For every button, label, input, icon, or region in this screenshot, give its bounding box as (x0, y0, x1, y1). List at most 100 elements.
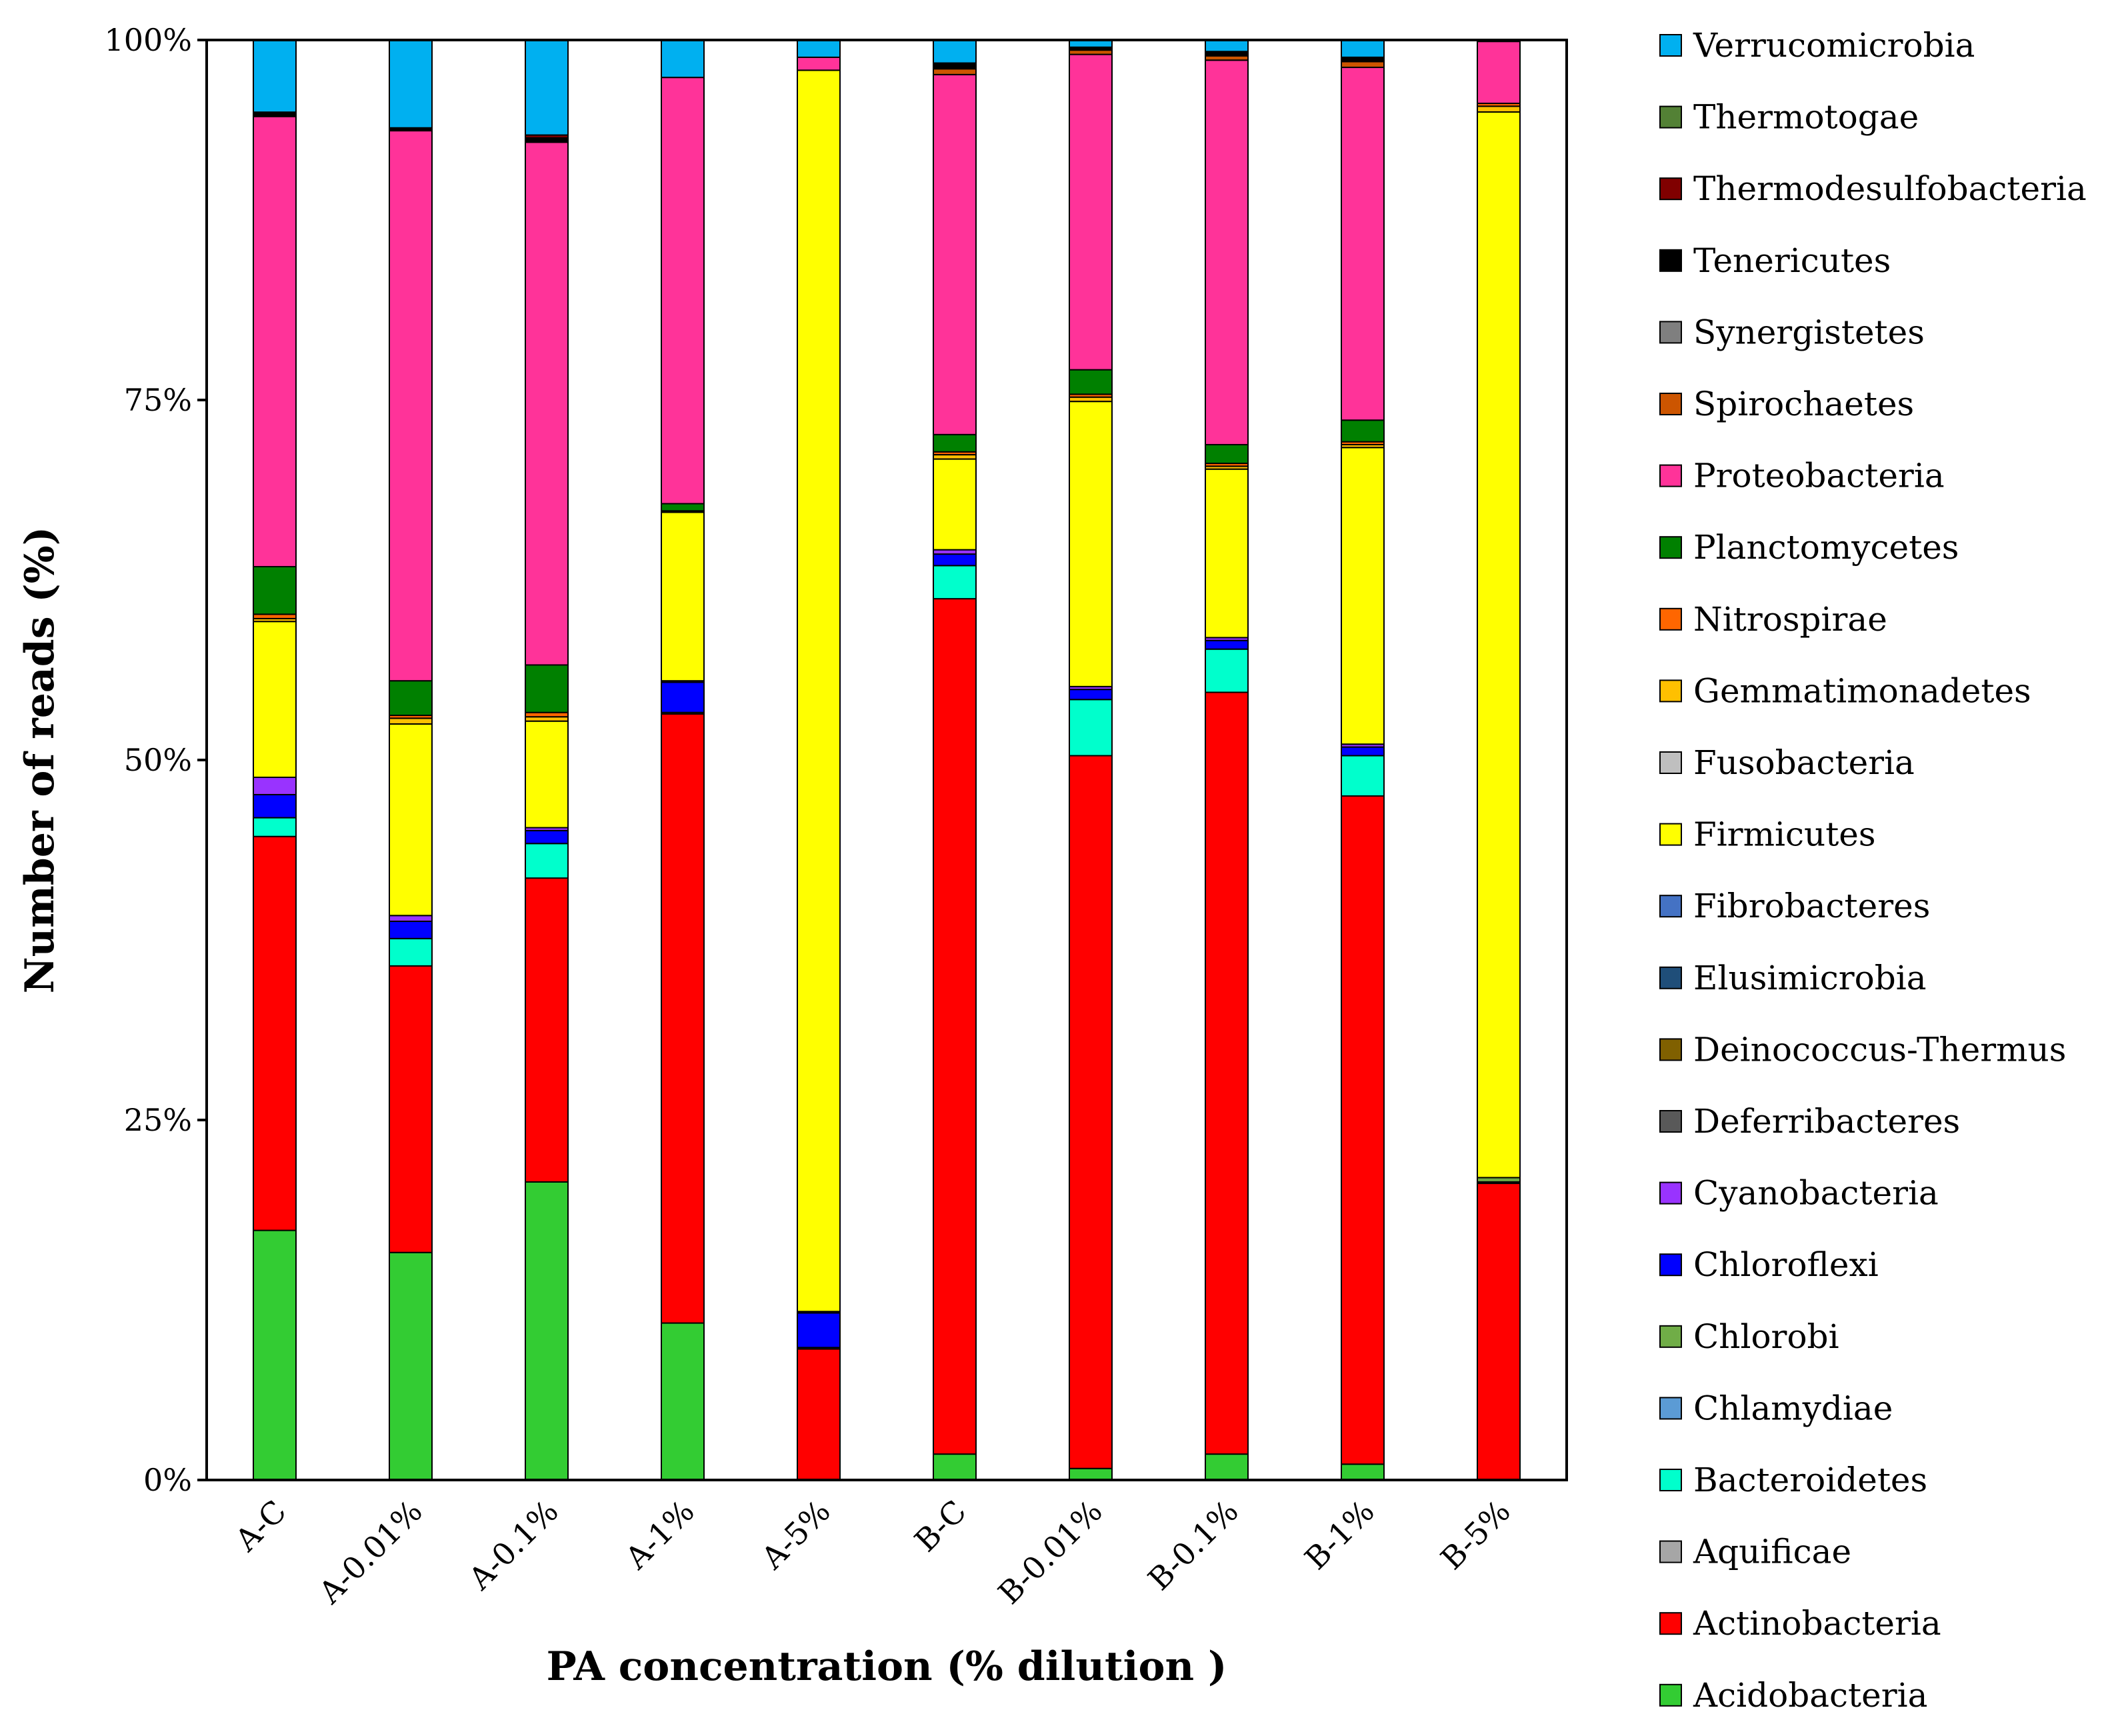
bar-segment-a-c-cyanobacteria (253, 776, 297, 795)
legend-swatch-gemmatimonadetes (1659, 679, 1682, 703)
bar-segment-a-5-firmicutes (797, 69, 841, 1313)
bar-segment-a-0-1-firmicutes (525, 720, 569, 829)
bar-segment-a-c-acidobacteria (253, 1229, 297, 1481)
bar-segment-a-c-planctomycetes (253, 565, 297, 615)
bar-segment-a-1-firmicutes (661, 511, 705, 682)
bar-segment-b-0-01-actinobacteria (1069, 755, 1113, 1469)
x-axis-ticks: A-C A-0.01% A-0.1% A-1% A-5% B-C B-0.01% B-0.1%… (228, 1493, 1517, 1611)
bar-segment-a-0-1-bacteroidetes (525, 843, 569, 879)
bar-segment-b-0-1-chloroflexi (1205, 639, 1249, 650)
x-tick-label: B-1% (1297, 1493, 1381, 1577)
bar-segment-a-5-verrucomicrobia (797, 39, 841, 58)
bar-segment-b-0-01-proteobacteria (1069, 53, 1113, 371)
legend-label: Tenericutes (1693, 241, 1891, 280)
legend-swatch-firmicutes (1659, 823, 1682, 846)
legend-swatch-aquificae (1659, 1540, 1682, 1563)
y-tick-label: 50% (124, 742, 192, 778)
bar-segment-b-1-firmicutes (1341, 447, 1385, 745)
bar-segment-b-5-proteobacteria (1477, 41, 1521, 105)
legend-label: Gemmatimonadetes (1693, 671, 2031, 710)
legend-label: Aquificae (1693, 1533, 1851, 1571)
legend-swatch-acidobacteria (1659, 1683, 1682, 1707)
legend-swatch-spirochaetes (1659, 393, 1682, 415)
legend-label: Elusimicrobia (1693, 959, 1927, 997)
y-tick-label: 100% (104, 22, 192, 58)
bar-segment-a-5-proteobacteria (797, 56, 841, 71)
legend-swatch-thermodesulfobacteria (1659, 177, 1682, 201)
bar-segment-b-c-acidobacteria (933, 1453, 977, 1481)
bar-segment-a-1-proteobacteria (661, 77, 705, 505)
bar-segment-b-1-actinobacteria (1341, 795, 1385, 1465)
bar-segment-b-1-chloroflexi (1341, 746, 1385, 757)
bar-segment-b-0-1-actinobacteria (1205, 691, 1249, 1455)
bar-segment-a-c-bacteroidetes (253, 817, 297, 837)
bar-segment-b-5-actinobacteria (1477, 1183, 1521, 1481)
legend-label: Deinococcus-Thermus (1693, 1030, 2066, 1069)
bar-segment-b-c-chloroflexi (933, 553, 977, 567)
legend-label: Synergistetes (1693, 313, 1925, 351)
legend-swatch-deferribacteres (1659, 1110, 1682, 1133)
bar-segment-a-0-1-acidobacteria (525, 1181, 569, 1481)
bar-segment-a-0-01-chloroflexi (389, 920, 433, 939)
bar-segment-a-c-firmicutes (253, 621, 297, 778)
legend-label: Deferribacteres (1693, 1102, 1960, 1141)
legend-label: Fibrobacteres (1693, 887, 1930, 925)
bar-segment-b-c-spirochaetes (933, 68, 977, 75)
legend-label: Fusobacteria (1693, 743, 1915, 782)
bar-segment-a-0-1-verrucomicrobia (525, 39, 569, 136)
x-axis-title: PA concentration (% dilution ) (547, 1643, 1227, 1690)
bar-segment-a-0-1-chloroflexi (525, 829, 569, 845)
x-tick-label: B-C (907, 1493, 973, 1559)
bar-segment-b-0-01-acidobacteria (1069, 1467, 1113, 1481)
bar-segment-b-c-actinobacteria (933, 598, 977, 1455)
legend-swatch-deinococcus-thermus (1659, 1038, 1682, 1061)
legend-label: Acidobacteria (1693, 1676, 1927, 1715)
bar-segment-b-1-bacteroidetes (1341, 755, 1385, 797)
bar-segment-a-0-01-cyanobacteria (389, 915, 433, 922)
bar-segment-b-c-proteobacteria (933, 73, 977, 435)
x-tick-label: B-0.01% (991, 1493, 1109, 1611)
bar-segment-a-0-01-firmicutes (389, 723, 433, 917)
legend-label: Cyanobacteria (1693, 1174, 1939, 1213)
bar-segment-a-1-chloroflexi (661, 681, 705, 713)
bar-segment-b-5-gemmatimonadetes (1477, 105, 1521, 113)
x-tick-label: A-1% (618, 1493, 701, 1577)
plot-bars (253, 39, 1521, 1481)
legend-label: Verrucomicrobia (1693, 26, 1975, 65)
bar-segment-a-0-1-proteobacteria (525, 141, 569, 666)
legend-label: Chloroflexi (1693, 1245, 1879, 1284)
y-axis-ticks: 0% 25% 50% 75% 100% (104, 22, 207, 1498)
bar-segment-a-5-chloroflexi (797, 1312, 841, 1349)
bar-segment-a-0-1-planctomycetes (525, 664, 569, 713)
legend-label: Nitrospirae (1693, 600, 1887, 639)
legend-label: Thermodesulfobacteria (1693, 169, 2087, 208)
legend-label: Chlorobi (1693, 1317, 1839, 1356)
bar-segment-a-c-chloroflexi (253, 793, 297, 819)
legend-swatch-fibrobacteres (1659, 895, 1682, 918)
bar-segment-b-1-proteobacteria (1341, 67, 1385, 421)
legend-label: Bacteroidetes (1693, 1461, 1927, 1499)
bar-segment-b-0-01-bacteroidetes (1069, 699, 1113, 757)
x-tick-label: A-0.1% (461, 1493, 565, 1597)
y-tick-label: 75% (124, 382, 192, 418)
legend-swatch-thermotogae (1659, 105, 1682, 129)
legend-label: Firmicutes (1693, 815, 1876, 854)
legend-label: Spirochaetes (1693, 385, 1914, 423)
bar-segment-a-c-verrucomicrobia (253, 39, 297, 113)
y-axis-title: Number of reads (%) (17, 527, 63, 993)
y-tick-label: 25% (124, 1102, 192, 1138)
legend-swatch-actinobacteria (1659, 1612, 1682, 1635)
bar-segment-b-c-bacteroidetes (933, 565, 977, 600)
bar-segment-b-1-verrucomicrobia (1341, 39, 1385, 58)
bar-segment-a-1-acidobacteria (661, 1322, 705, 1481)
legend-swatch-nitrospirae (1659, 607, 1682, 631)
bar-segment-a-0-01-planctomycetes (389, 680, 433, 717)
legend-swatch-chlorobi (1659, 1325, 1682, 1348)
bar-segment-b-0-1-verrucomicrobia (1205, 39, 1249, 53)
legend: Verrucomicrobia Thermotogae Thermodesulfob… (1659, 26, 2087, 1715)
bar-segment-a-5-actinobacteria (797, 1348, 841, 1481)
bar-segment-b-1-spirochaetes (1341, 61, 1385, 69)
legend-label: Planctomycetes (1693, 528, 1959, 567)
legend-swatch-chlamydiae (1659, 1397, 1682, 1420)
x-tick-label: A-5% (754, 1493, 837, 1577)
